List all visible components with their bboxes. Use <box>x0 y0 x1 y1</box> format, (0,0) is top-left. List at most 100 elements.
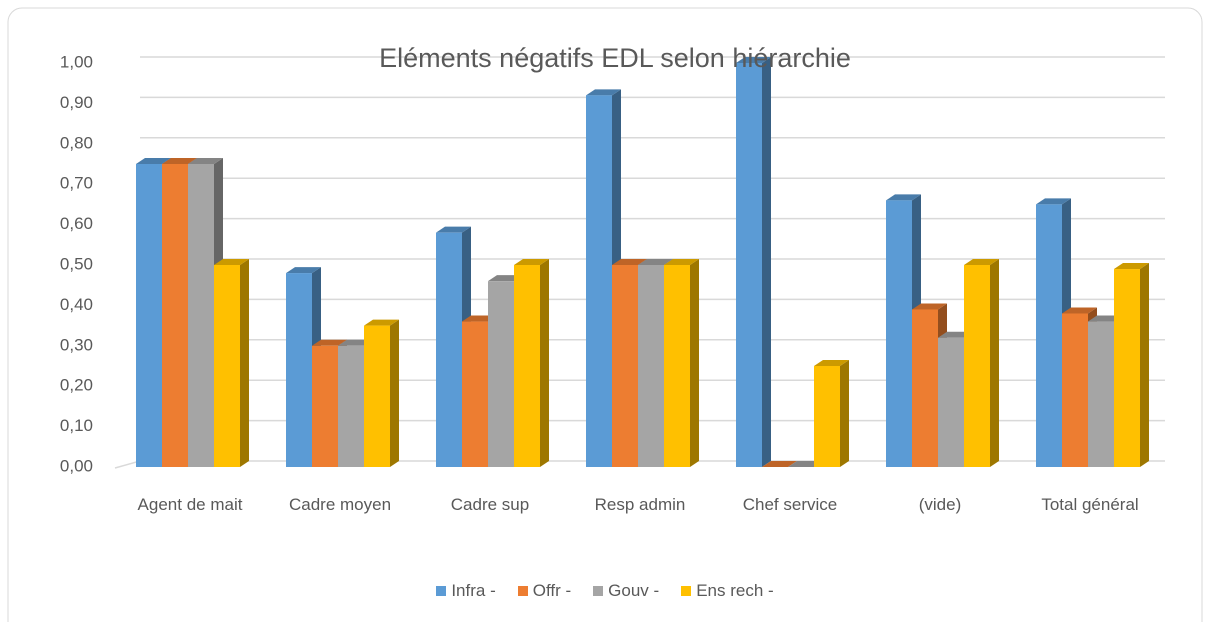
bar-front <box>162 164 188 467</box>
legend-label: Ens rech - <box>696 581 774 600</box>
bar <box>762 461 797 467</box>
bars <box>136 57 1149 468</box>
axis-floor <box>114 460 141 469</box>
bar-front <box>338 345 364 467</box>
bar-front <box>912 309 938 467</box>
bar-top <box>586 89 621 96</box>
bar-side <box>540 259 549 467</box>
bar-front <box>638 265 664 467</box>
bar-side <box>1140 263 1149 467</box>
x-tick-label: Cadre moyen <box>288 495 392 514</box>
bar-front <box>886 200 912 468</box>
legend-item: Offr - <box>517 581 572 601</box>
bar-front <box>964 265 990 467</box>
bar-top <box>1062 307 1097 314</box>
bar-front <box>462 321 488 467</box>
bar-top <box>1114 263 1149 270</box>
bar-top <box>664 259 699 265</box>
bar-front <box>664 265 690 467</box>
bar-top <box>736 57 771 63</box>
bar-top <box>762 461 797 467</box>
legend-item: Infra - <box>436 581 496 601</box>
legend-label: Infra - <box>451 581 496 600</box>
legend-swatch <box>517 586 528 596</box>
x-tick-label: Resp admin <box>594 495 686 514</box>
chart-title: Eléments négatifs EDL selon hiérarchie <box>379 43 851 73</box>
bar-front <box>488 281 514 467</box>
y-tick-label: 0,50 <box>60 254 93 273</box>
legend-item: Ens rech - <box>681 581 774 601</box>
y-tick-label: 1,00 <box>60 52 93 71</box>
bar-side <box>990 259 999 467</box>
bar-top <box>612 259 647 265</box>
bar-front <box>312 345 338 467</box>
y-tick-label: 0,20 <box>60 376 93 395</box>
bar <box>664 259 699 467</box>
y-tick-label: 0,40 <box>60 295 93 314</box>
legend-item: Gouv - <box>593 581 659 601</box>
bar <box>364 319 399 467</box>
bar-top <box>886 194 921 201</box>
bar-top <box>136 158 171 164</box>
bar <box>214 259 249 467</box>
bar-top <box>638 259 673 265</box>
bar-front <box>586 95 612 467</box>
y-tick-label: 0,80 <box>60 133 93 152</box>
bar-top <box>214 259 249 265</box>
bar-front <box>1036 204 1062 467</box>
x-tick-label: Agent de mait <box>137 495 243 514</box>
x-tick-label: Chef service <box>742 495 838 514</box>
bar-front <box>214 265 240 467</box>
bar-front <box>938 337 964 467</box>
bar <box>514 259 549 467</box>
y-tick-label: 0,60 <box>60 214 93 233</box>
bar-front <box>814 366 840 467</box>
bar-front <box>514 265 540 467</box>
bar-top <box>912 303 947 310</box>
bar-front <box>436 232 462 467</box>
y-tick-label: 0,70 <box>60 174 93 193</box>
bar-top <box>964 259 999 265</box>
bar-front <box>136 164 162 467</box>
bar <box>736 57 771 467</box>
x-tick-label: Cadre sup <box>450 495 530 514</box>
bar-front <box>1088 321 1114 467</box>
bar-top <box>514 259 549 265</box>
bar-front <box>612 265 638 467</box>
bar-front <box>736 63 762 467</box>
bar-top <box>814 360 849 366</box>
y-tick-label: 0,10 <box>60 416 93 435</box>
bar <box>814 360 849 467</box>
legend-swatch <box>436 586 447 596</box>
bar-top <box>436 226 471 233</box>
bar-side <box>840 360 849 467</box>
bar <box>1114 263 1149 467</box>
bar-side <box>762 57 771 467</box>
bar-side <box>240 259 249 467</box>
bar-side <box>390 319 399 467</box>
legend-swatch <box>593 586 604 596</box>
bar <box>964 259 999 467</box>
x-tick-label: Total général <box>1041 495 1139 514</box>
bar-top <box>1036 198 1071 205</box>
legend-label: Gouv - <box>608 581 660 600</box>
bar-top <box>286 267 321 274</box>
bar-front <box>188 164 214 467</box>
bar-top <box>312 339 347 346</box>
bar-top <box>162 158 197 164</box>
bar-top <box>364 319 399 326</box>
legend: Infra - Offr - Gouv - Ens rech - <box>0 581 1210 601</box>
bar-front <box>1062 313 1088 467</box>
bar-top <box>188 158 223 164</box>
x-tick-label: (vide) <box>918 495 962 514</box>
y-tick-label: 0,30 <box>60 335 93 354</box>
legend-label: Offr - <box>532 581 572 600</box>
legend-swatch <box>681 586 692 596</box>
y-tick-label: 0,00 <box>60 456 93 475</box>
bar-front <box>1114 269 1140 467</box>
bar-front <box>286 273 312 467</box>
bar-front <box>364 325 390 467</box>
y-tick-label: 0,90 <box>60 93 93 112</box>
